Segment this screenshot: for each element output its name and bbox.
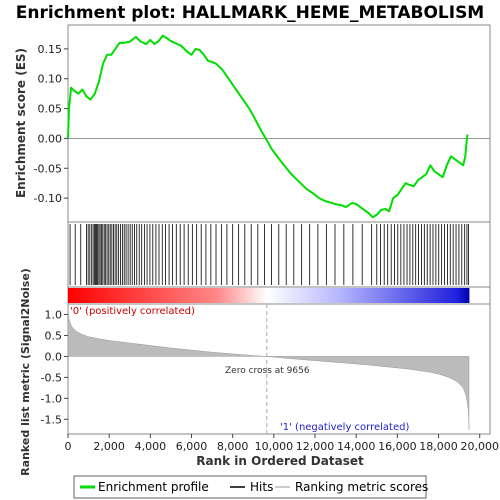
es-y-tick-label: -0.05 (34, 162, 62, 175)
metric-y-ticks: -1.5 -1.0 -0.5 0.0 0.5 1.0 (41, 308, 68, 426)
metric-y-tick-label: -1.5 (41, 413, 62, 426)
x-tick-label: 6,000 (176, 440, 208, 453)
x-tick-label: 0 (65, 440, 72, 453)
x-tick-label: 10,000 (255, 440, 294, 453)
zero-cross-label: Zero cross at 9656 (225, 366, 310, 376)
chart-title: Enrichment plot: HALLMARK_HEME_METABOLIS… (16, 3, 484, 23)
hits-layer (69, 224, 469, 285)
enrichment-profile-line (67, 34, 469, 219)
metric-y-axis-title: Ranked list metric (Signal2Noise) (19, 268, 32, 476)
legend-label-metric: Ranking metric scores (295, 480, 428, 494)
metric-y-tick-label: 0.5 (45, 329, 63, 342)
legend-label-hits: Hits (250, 480, 273, 494)
es-y-tick-label: -0.10 (34, 192, 62, 205)
legend-box (73, 475, 427, 499)
legend-label-enrichment: Enrichment profile (98, 480, 209, 494)
es-y-tick-label: 0.00 (38, 132, 63, 145)
ranking-metric-layer (67, 304, 470, 434)
metric-y-tick-label: -1.0 (41, 392, 62, 405)
es-y-axis-title: Enrichment score (ES) (14, 48, 28, 198)
metric-y-tick-label: -0.5 (41, 371, 62, 384)
es-y-tick-label: 0.05 (38, 103, 63, 116)
enrichment-profile-layer (67, 34, 490, 219)
metric-y-tick-label: 1.0 (45, 308, 63, 321)
ranked-list-heatmap (68, 288, 470, 303)
positive-correlation-label: '0' (positively correlated) (70, 306, 195, 317)
x-tick-label: 2,000 (93, 440, 125, 453)
enrichment-panel-frame (67, 24, 491, 223)
x-tick-label: 4,000 (135, 440, 167, 453)
x-tick-label: 8,000 (217, 440, 249, 453)
x-tick-label: 14,000 (337, 440, 376, 453)
x-tick-label: 20,000 (460, 440, 499, 453)
es-y-ticks: -0.10 -0.05 0.00 0.05 0.10 0.15 (34, 43, 68, 205)
x-tick-label: 12,000 (296, 440, 335, 453)
ranked-list-heatmap-band (68, 288, 470, 303)
negative-correlation-label: '1' (negatively correlated) (280, 422, 409, 433)
es-y-tick-label: 0.15 (38, 43, 63, 56)
metric-y-tick-label: 0.0 (45, 350, 63, 363)
x-tick-label: 18,000 (419, 440, 458, 453)
x-tick-label: 16,000 (378, 440, 417, 453)
x-axis-title: Rank in Ordered Dataset (196, 454, 364, 468)
x-ticks: 0 2,000 4,000 6,000 8,000 10,000 12,000 14,000 1… (65, 434, 499, 453)
es-y-tick-label: 0.10 (38, 73, 63, 86)
